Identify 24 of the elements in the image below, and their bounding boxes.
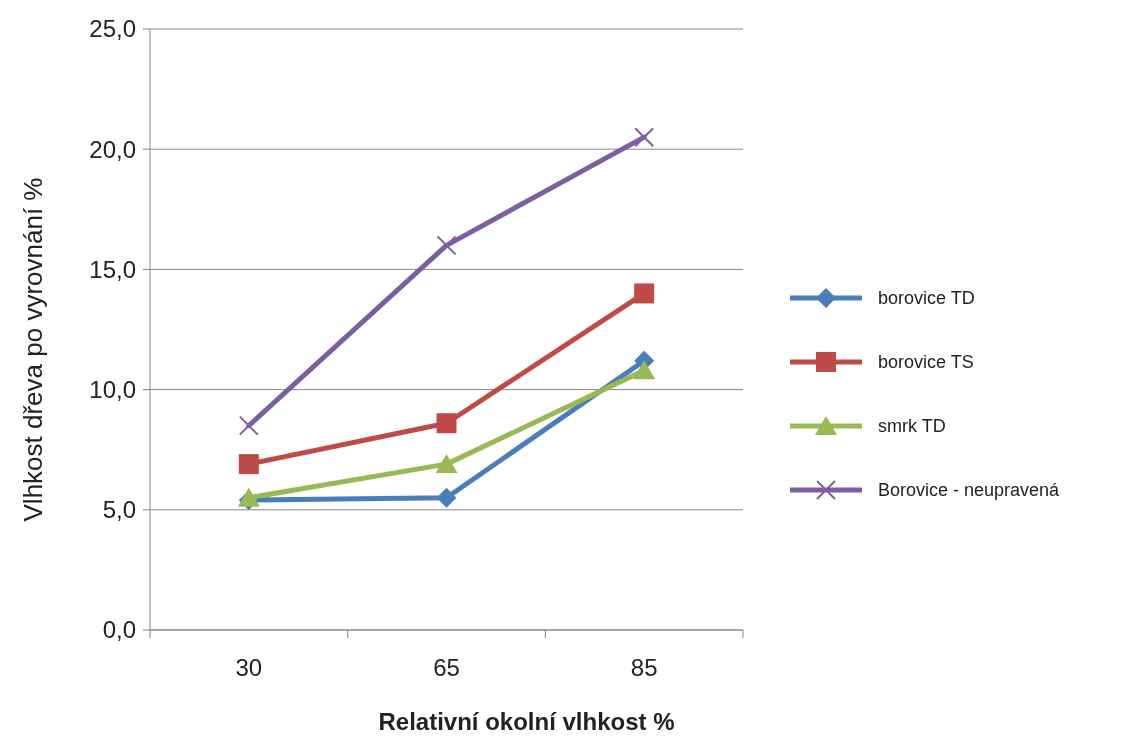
y-tick-label: 5,0 (102, 496, 136, 524)
x-axis-title: Relativní okolní vlhkost % (378, 708, 675, 735)
point (436, 413, 457, 434)
point (436, 235, 457, 256)
legend-label: Borovice - neupravená (878, 480, 1061, 501)
y-tick-label: 20,0 (89, 135, 136, 163)
legend-label: smrk TD (878, 416, 946, 437)
x-tick-label: 30 (235, 654, 263, 681)
point (634, 127, 655, 148)
y-tick-label: 15,0 (89, 255, 136, 283)
y-tick-label: 0,0 (102, 616, 136, 644)
point (238, 454, 259, 475)
x-tick-label: 65 (433, 654, 460, 681)
y-tick-label: 25,0 (89, 15, 136, 43)
point (435, 454, 458, 474)
point (436, 487, 457, 508)
point (633, 360, 656, 380)
y-tick-label: 10,0 (89, 376, 136, 403)
x-tick-label: 85 (630, 654, 658, 681)
y-axis-title: Vlhkost dřeva po vyrovnání % (18, 177, 48, 522)
legend-label: borovice TS (878, 352, 974, 373)
point (238, 415, 259, 436)
legend-label: borovice TD (878, 288, 975, 309)
point (634, 283, 655, 304)
